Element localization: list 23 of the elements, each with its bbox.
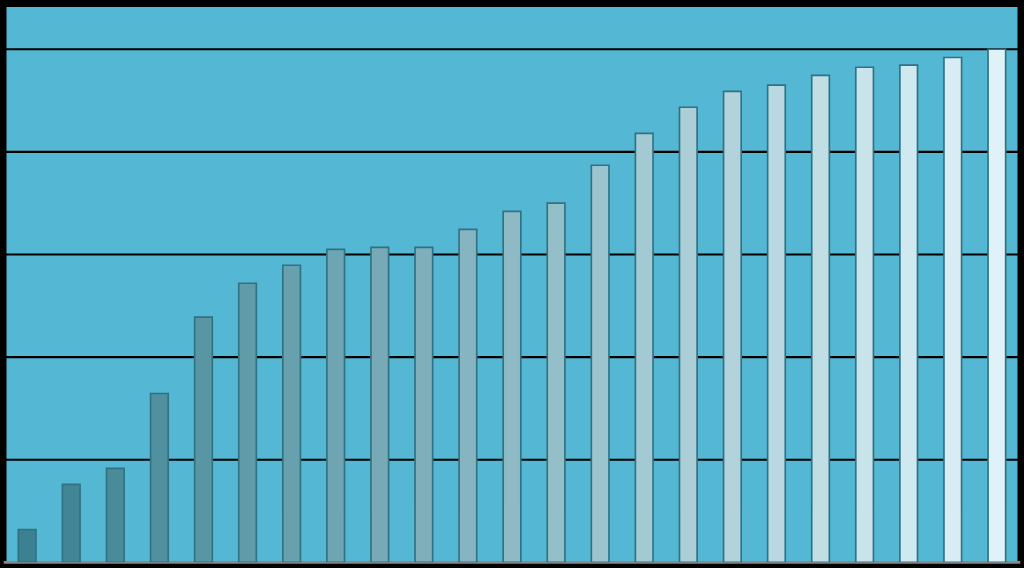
bar <box>281 264 302 563</box>
bar <box>414 246 434 563</box>
bar <box>546 202 566 563</box>
bar <box>899 64 919 563</box>
bar <box>854 66 875 563</box>
bar <box>634 132 654 563</box>
bar <box>370 246 390 563</box>
bar <box>105 467 125 563</box>
bar <box>149 392 170 563</box>
bar <box>61 483 81 563</box>
bar <box>943 56 963 563</box>
bar <box>193 316 214 563</box>
bar <box>17 528 37 563</box>
bar <box>326 248 346 563</box>
bar <box>502 210 522 563</box>
bar <box>987 48 1007 563</box>
bar <box>458 228 478 563</box>
bar <box>810 74 831 563</box>
bar <box>237 282 258 563</box>
bar <box>678 106 698 563</box>
bar <box>766 84 787 563</box>
bar <box>590 164 610 563</box>
bar <box>722 90 743 563</box>
